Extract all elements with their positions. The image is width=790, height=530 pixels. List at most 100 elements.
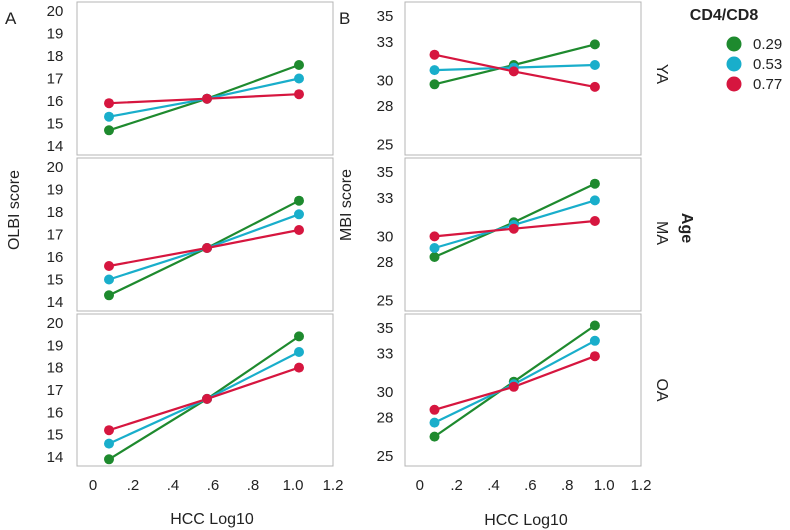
- data-point-b-ma-077: [589, 216, 600, 226]
- y-tick-label-b-ma: 28: [377, 254, 394, 271]
- y-tick-label-a-oa: 20: [47, 315, 64, 332]
- legend-label-053: 0.53: [753, 56, 782, 73]
- data-point-a-ma-077: [104, 261, 114, 271]
- data-point-a-ya-053: [294, 73, 304, 84]
- row-label-oa: OA: [653, 378, 670, 401]
- data-point-a-oa-029: [294, 331, 304, 342]
- plot-frame-a-oa: [76, 313, 334, 467]
- panel-a-oa: 14 15 16 17 18 19 20: [47, 313, 334, 467]
- legend-marker-029: [726, 36, 742, 52]
- panels: 14 15 16 17 18 19 20 14 15 16 17 18 19 20 14 15 16 17 18 19…: [47, 1, 652, 494]
- x-tick-label-b: .8: [561, 477, 574, 494]
- y-tick-label-a-oa: 17: [47, 382, 64, 399]
- y-tick-label-a-ma: 17: [47, 227, 64, 244]
- y-tick-label-b-ma: 30: [377, 228, 394, 245]
- y-tick-label-a-ma: 14: [47, 294, 64, 311]
- legend-marker-053: [726, 56, 742, 72]
- y-tick-label-b-ma: 33: [377, 190, 394, 207]
- plot-frame-a-ma: [76, 157, 334, 312]
- data-point-a-oa-077: [202, 393, 212, 404]
- data-point-a-ya-077: [202, 93, 212, 104]
- y-tick-label-a-ma: 20: [47, 159, 64, 176]
- y-tick-label-a-ma: 15: [47, 272, 64, 289]
- data-point-a-ma-029: [104, 290, 114, 301]
- data-point-a-ya-077: [104, 98, 114, 109]
- y-tick-label-b-oa: 33: [377, 346, 394, 363]
- data-point-a-oa-053: [294, 347, 304, 357]
- y-tick-label-a-ya: 15: [47, 116, 64, 133]
- y-tick-label-b-ya: 35: [377, 8, 394, 25]
- data-point-a-ma-053: [104, 274, 114, 285]
- y-tick-label-b-ya: 28: [377, 98, 394, 115]
- x-tick-label-b: 1.0: [594, 477, 615, 494]
- data-point-b-ya-077: [429, 49, 440, 60]
- y-tick-label-a-oa: 19: [47, 337, 64, 354]
- x-axis-label-a: HCC Log10: [170, 511, 254, 528]
- data-point-b-ya-053: [589, 60, 600, 70]
- data-point-b-ma-053: [589, 195, 600, 206]
- data-point-a-ya-029: [104, 125, 114, 136]
- y-tick-label-a-ma: 16: [47, 249, 64, 266]
- legend: CD4/CD8 0.29 0.53 0.77: [690, 7, 782, 93]
- x-tick-label-b: 0: [416, 477, 424, 494]
- panel-letter-a: A: [5, 9, 17, 28]
- y-tick-label-b-oa: 28: [377, 409, 394, 426]
- y-tick-label-a-ma: 19: [47, 182, 64, 199]
- y-tick-label-a-ya: 16: [47, 93, 64, 110]
- data-point-a-ma-077: [202, 243, 212, 253]
- panel-b-oa: 25 28 30 33 35: [377, 313, 642, 467]
- y-axis-label-mbi: MBI score: [338, 169, 355, 241]
- y-tick-label-a-ya: 18: [47, 48, 64, 65]
- y-tick-label-a-oa: 15: [47, 427, 64, 444]
- y-axis-label-olbi: OLBI score: [6, 170, 23, 250]
- data-point-a-ya-077: [294, 89, 304, 100]
- data-point-b-ya-029: [589, 39, 600, 50]
- y-tick-label-a-oa: 16: [47, 404, 64, 421]
- data-point-b-ma-077: [429, 231, 440, 242]
- y-tick-label-a-ya: 19: [47, 26, 64, 43]
- data-point-a-ma-053: [294, 209, 304, 220]
- y-tick-label-b-oa: 25: [377, 448, 394, 465]
- data-point-b-ma-077: [508, 223, 519, 234]
- data-point-b-ma-029: [429, 252, 440, 262]
- y-tick-label-a-oa: 14: [47, 449, 64, 466]
- data-point-a-oa-029: [104, 454, 114, 465]
- y-tick-label-a-oa: 18: [47, 360, 64, 377]
- data-point-b-oa-053: [589, 335, 600, 346]
- data-point-b-oa-053: [429, 417, 440, 428]
- y-tick-label-a-ma: 18: [47, 204, 64, 221]
- plot-frame-b-oa: [404, 313, 642, 467]
- row-label-ya: YA: [653, 64, 670, 84]
- y-tick-label-b-oa: 30: [377, 384, 394, 401]
- data-point-b-oa-077: [508, 381, 519, 392]
- y-tick-label-b-ma: 25: [377, 293, 394, 310]
- data-point-b-oa-077: [429, 404, 440, 415]
- data-point-b-ya-077: [589, 81, 600, 92]
- data-point-a-oa-077: [104, 425, 114, 436]
- data-point-a-oa-053: [104, 438, 114, 449]
- data-point-b-ya-029: [429, 79, 440, 90]
- legend-marker-077: [726, 76, 742, 92]
- x-tick-label-a: .6: [207, 477, 220, 494]
- panel-b-ya: 25 28 30 33 35: [377, 1, 642, 156]
- y-tick-label-b-ma: 35: [377, 164, 394, 181]
- y-tick-label-a-ya: 14: [47, 138, 64, 155]
- x-tick-label-a: 1.0: [283, 477, 304, 494]
- y-tick-label-b-oa: 35: [377, 320, 394, 337]
- x-tick-label-b: .2: [450, 477, 463, 494]
- x-tick-label-a: .4: [167, 477, 180, 494]
- legend-label-077: 0.77: [753, 76, 782, 93]
- y-tick-label-b-ya: 30: [377, 72, 394, 89]
- data-point-a-ya-029: [294, 60, 304, 70]
- panel-a-ma: 14 15 16 17 18 19 20: [47, 157, 334, 312]
- x-tick-label-a: .2: [127, 477, 140, 494]
- legend-title: CD4/CD8: [690, 7, 759, 24]
- x-tick-label-a: .8: [247, 477, 260, 494]
- x-tick-label-b: 1.2: [631, 477, 652, 494]
- x-tick-label-a: 0: [89, 477, 97, 494]
- data-point-a-ya-053: [104, 111, 114, 122]
- y-tick-label-a-ya: 20: [47, 3, 64, 20]
- data-point-a-oa-077: [294, 362, 304, 373]
- data-point-b-oa-077: [589, 351, 600, 362]
- y-tick-label-b-ya: 33: [377, 34, 394, 51]
